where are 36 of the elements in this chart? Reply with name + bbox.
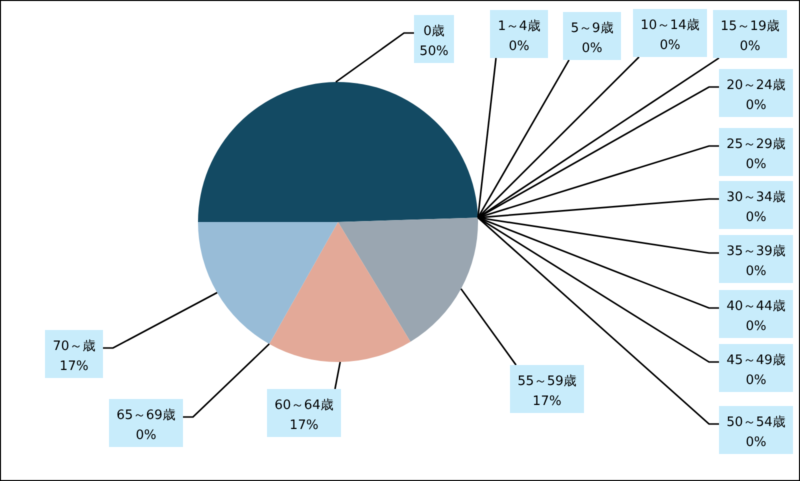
text: 0% <box>136 428 156 443</box>
text: 0% <box>508 39 530 54</box>
category-label: 5～9歳 <box>570 21 614 36</box>
text: 0% <box>746 98 766 113</box>
text: 0% <box>746 435 766 450</box>
slice-label: 0歳 <box>423 24 445 39</box>
text: 0% <box>746 157 766 172</box>
text: 0% <box>746 319 766 334</box>
category-label: 40～44歳 <box>726 299 786 314</box>
category-label: 35～39歳 <box>726 244 786 259</box>
data-label: 17% <box>532 394 562 409</box>
data-label: 17% <box>60 359 88 374</box>
data-label: 17% <box>290 418 318 433</box>
category-label: 25～29歳 <box>726 137 786 152</box>
text: 0% <box>746 264 766 279</box>
text: 0% <box>582 41 602 56</box>
category-label: 50～54歳 <box>726 415 786 430</box>
category-label: 20～24歳 <box>726 78 786 93</box>
category-label: 1～4歳 <box>498 19 540 34</box>
data-label: 50% <box>420 44 448 59</box>
pie-slice <box>198 222 338 344</box>
slice-label: 55～59歳 <box>517 374 577 389</box>
category-label: 65～69歳 <box>116 408 176 423</box>
text: 0% <box>746 210 766 225</box>
pie-slice <box>338 218 478 342</box>
category-label: 10～14歳 <box>640 18 700 33</box>
slice-label: 60～64歳 <box>274 398 334 413</box>
text: 0% <box>740 39 760 54</box>
text: 0% <box>660 38 680 53</box>
category-label: 45～49歳 <box>726 353 786 368</box>
pie-slice <box>198 82 478 222</box>
slice-label: 70～歳 <box>52 339 96 354</box>
category-label: 15～19歳 <box>720 19 780 34</box>
text: 0% <box>746 373 766 388</box>
category-label: 30～34歳 <box>726 190 786 205</box>
pie-slice <box>269 222 410 362</box>
